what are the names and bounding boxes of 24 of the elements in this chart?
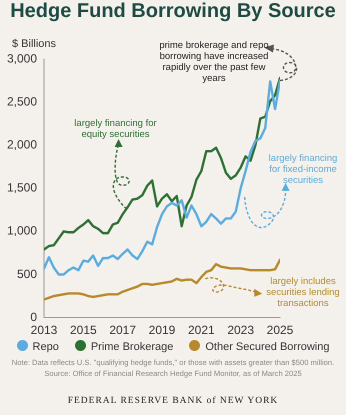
x-tick-label: 2015 bbox=[70, 323, 98, 338]
y-tick-label: 2,000 bbox=[6, 138, 38, 152]
x-tick-label: 2017 bbox=[109, 323, 136, 338]
x-tick-label: 2021 bbox=[188, 323, 216, 338]
x-tick-label: 2025 bbox=[266, 323, 294, 338]
annotation: prime brokerage and repo borrowing have increased rapidly over the past few years bbox=[158, 40, 270, 84]
annotation: largely financing for equity securities bbox=[73, 118, 158, 140]
chart-title: Hedge Fund Borrowing By Source bbox=[9, 0, 337, 23]
text: FEDERAL RESERVE BANK of NEW YORK bbox=[66, 396, 280, 406]
legend-label: Repo bbox=[32, 340, 59, 353]
annotation: largely includes securities lending transactions bbox=[265, 276, 341, 309]
y-tick-label: 500 bbox=[16, 266, 38, 281]
y-tick-label: 3,000 bbox=[6, 51, 38, 66]
x-tick-label: 2013 bbox=[30, 323, 58, 338]
legend-label: Prime Brokerage bbox=[90, 340, 174, 353]
x-tick-label: 2023 bbox=[227, 323, 254, 338]
y-tick-label: 1,000 bbox=[6, 224, 38, 238]
y-tick-label: 2,500 bbox=[6, 94, 38, 108]
legend-label: Other Secured Borrowing bbox=[204, 340, 330, 353]
x-tick-label: 2019 bbox=[148, 323, 176, 338]
y-axis-title: $ Billions bbox=[12, 38, 56, 50]
annotation: largely financing for fixed-income securities bbox=[268, 153, 338, 186]
y-tick-label: 0 bbox=[30, 310, 38, 324]
y-tick-label: 1,500 bbox=[6, 180, 38, 195]
